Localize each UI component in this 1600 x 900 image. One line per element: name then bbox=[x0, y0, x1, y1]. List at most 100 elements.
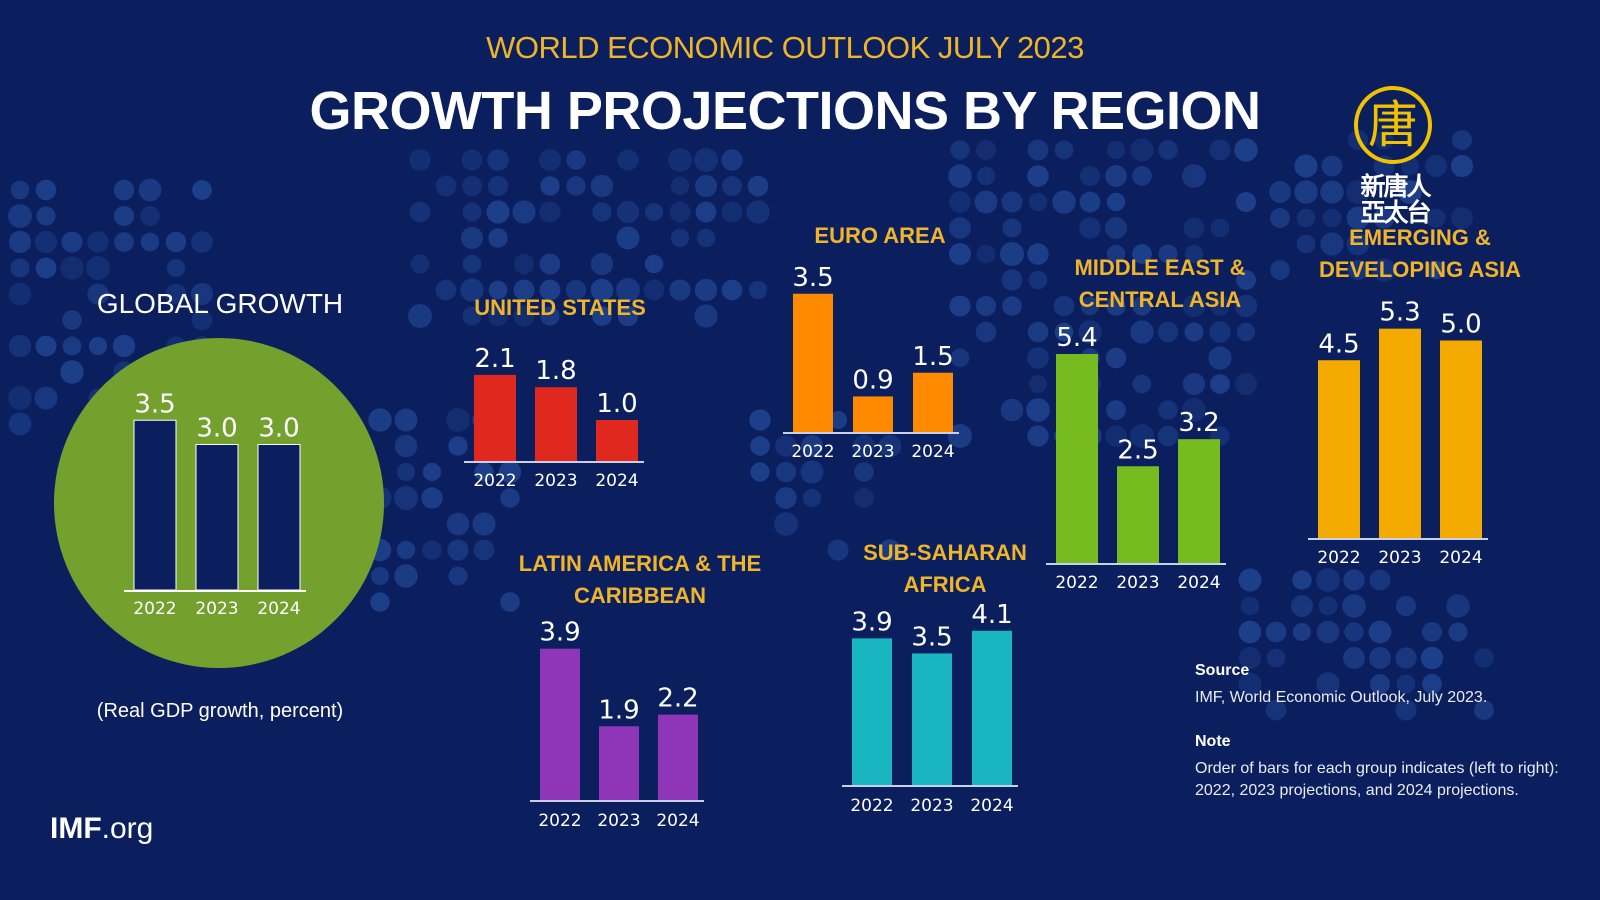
bar-2022 bbox=[1056, 354, 1098, 563]
bg-dot bbox=[447, 539, 469, 561]
bg-dot bbox=[422, 462, 442, 482]
bg-dot bbox=[1395, 699, 1417, 721]
bg-dot bbox=[410, 254, 430, 274]
bg-dot bbox=[1001, 191, 1023, 213]
imf-suffix: .org bbox=[101, 812, 154, 845]
bg-dot bbox=[34, 386, 58, 410]
value-label: 4.5 bbox=[1318, 329, 1359, 359]
bg-dot bbox=[435, 279, 457, 301]
bg-dot bbox=[448, 566, 468, 586]
bg-dot bbox=[1398, 180, 1422, 204]
bg-dot bbox=[35, 257, 57, 279]
bg-dot bbox=[1052, 190, 1076, 214]
bg-dot bbox=[800, 460, 824, 484]
chart-united-states: 2.1 2022 1.8 2023 1.0 2024 bbox=[464, 344, 644, 491]
panel-title-emerging-asia: EMERGING & DEVELOPING ASIA bbox=[1300, 222, 1540, 286]
bg-dot bbox=[488, 228, 508, 248]
bg-dot bbox=[513, 279, 535, 301]
bg-dot bbox=[446, 512, 470, 536]
panel-title-united-states: UNITED STATES bbox=[474, 295, 646, 320]
value-label: 1.0 bbox=[596, 389, 637, 419]
bg-dot bbox=[62, 310, 82, 330]
bg-dot bbox=[617, 149, 639, 171]
bg-dot bbox=[879, 539, 901, 561]
bg-dot bbox=[1132, 244, 1152, 264]
bg-dot bbox=[114, 232, 134, 252]
bg-dot bbox=[1234, 294, 1258, 318]
bg-dot bbox=[1184, 322, 1204, 342]
bg-dot bbox=[668, 148, 692, 172]
bg-dot bbox=[1027, 425, 1049, 447]
value-label: 3.0 bbox=[258, 414, 299, 444]
x-tick-label: 2024 bbox=[1177, 573, 1220, 593]
bg-dot bbox=[1235, 191, 1257, 213]
bg-dot bbox=[721, 279, 743, 301]
x-tick-label: 2022 bbox=[791, 442, 834, 462]
bg-dot bbox=[1130, 138, 1154, 162]
bg-dot bbox=[461, 149, 483, 171]
bg-dot bbox=[1105, 425, 1127, 447]
bg-dot bbox=[1209, 139, 1231, 161]
bg-dot bbox=[643, 279, 665, 301]
bar-2022 bbox=[793, 293, 833, 432]
bg-dot bbox=[721, 201, 743, 223]
bg-dot bbox=[590, 278, 614, 302]
panel-title-middle-east: MIDDLE EAST & CENTRAL ASIA bbox=[1040, 252, 1280, 316]
bg-dot bbox=[1395, 647, 1417, 669]
bg-dot bbox=[1320, 232, 1344, 256]
bg-dot bbox=[62, 336, 82, 356]
bg-dot bbox=[774, 512, 798, 536]
bg-dot bbox=[802, 488, 822, 508]
bg-dot bbox=[1266, 648, 1286, 668]
report-subtitle: WORLD ECONOMIC OUTLOOK JULY 2023 bbox=[486, 30, 1084, 65]
bg-dot bbox=[1210, 296, 1230, 316]
bg-dot bbox=[61, 231, 83, 253]
bg-dot bbox=[694, 174, 718, 198]
bg-dot bbox=[192, 180, 212, 200]
imf-org-link[interactable]: IMF.org bbox=[50, 812, 153, 846]
bar-2024 bbox=[1440, 340, 1482, 538]
title-line: SUB-SAHARAN bbox=[863, 540, 1027, 565]
bg-dot bbox=[1234, 138, 1258, 162]
bg-dot bbox=[801, 435, 823, 457]
bg-dot bbox=[409, 149, 431, 171]
bg-dot bbox=[396, 540, 416, 560]
value-label: 5.0 bbox=[1440, 310, 1481, 340]
ntd-logo: 唐 新唐人 亞太台 bbox=[1340, 86, 1450, 236]
bg-dot bbox=[1132, 374, 1152, 394]
bg-dot bbox=[644, 254, 664, 274]
bg-dot bbox=[1294, 180, 1318, 204]
bg-dot bbox=[1344, 622, 1364, 642]
bg-dot bbox=[975, 295, 997, 317]
bg-dot bbox=[749, 409, 771, 431]
bg-dot bbox=[1130, 424, 1154, 448]
title-line: CENTRAL ASIA bbox=[1078, 287, 1242, 312]
value-label: 3.5 bbox=[134, 389, 175, 419]
bg-dot bbox=[948, 424, 972, 448]
bg-dot bbox=[1322, 208, 1342, 228]
bg-dot bbox=[1316, 568, 1340, 592]
bg-dot bbox=[462, 176, 482, 196]
bg-dot bbox=[1080, 296, 1100, 316]
bg-dot bbox=[1474, 700, 1494, 720]
bg-dot bbox=[748, 280, 768, 300]
bg-dot bbox=[1106, 296, 1126, 316]
bg-dot bbox=[1452, 130, 1472, 150]
bg-dot bbox=[1238, 568, 1262, 592]
bg-dot bbox=[949, 217, 971, 239]
bg-dot bbox=[1370, 674, 1390, 694]
value-label: 1.8 bbox=[535, 356, 576, 386]
bg-dot bbox=[1183, 217, 1205, 239]
bg-dot bbox=[1210, 374, 1230, 394]
bg-dot bbox=[1422, 674, 1442, 694]
bg-dot bbox=[488, 306, 508, 326]
bg-dot bbox=[694, 278, 718, 302]
bg-dot bbox=[487, 149, 509, 171]
bg-dot bbox=[1105, 347, 1127, 369]
bg-dot bbox=[1346, 232, 1370, 256]
bg-dot bbox=[540, 176, 560, 196]
bg-dot bbox=[448, 436, 468, 456]
bg-dot bbox=[460, 226, 484, 250]
